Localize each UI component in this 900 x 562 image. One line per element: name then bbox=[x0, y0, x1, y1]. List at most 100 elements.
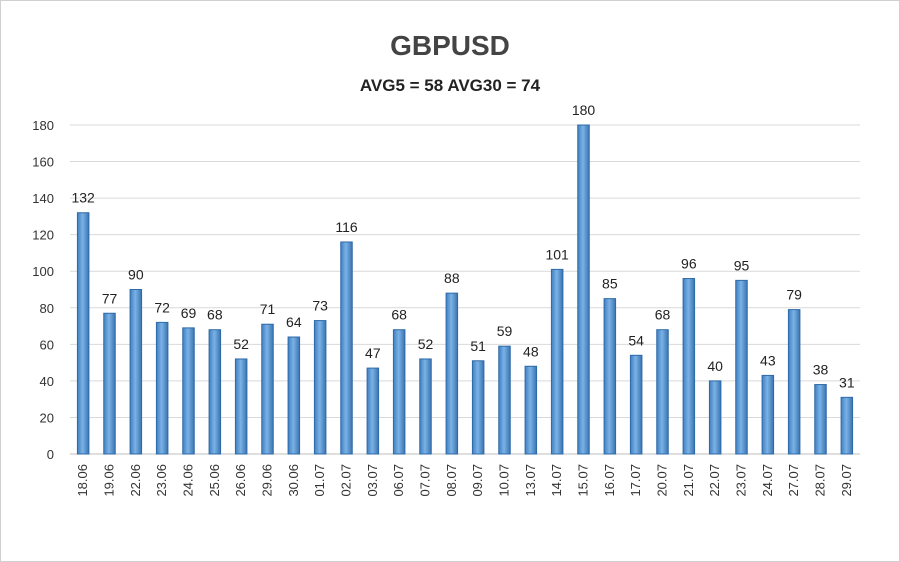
data-labels: 132 77 90 72 69 68 52 71 64 73 116 47 68 52 88 51 59 48 10… bbox=[71, 102, 854, 390]
x-tick-label: 16.07 bbox=[602, 464, 617, 497]
data-label: 54 bbox=[628, 332, 644, 348]
bar bbox=[340, 241, 353, 455]
data-label: 64 bbox=[286, 314, 302, 330]
bar bbox=[814, 384, 827, 455]
y-tick-label: 100 bbox=[32, 264, 54, 279]
bar bbox=[76, 212, 90, 455]
x-tick-label: 17.07 bbox=[628, 464, 643, 497]
grid-lines bbox=[70, 124, 860, 455]
x-axis-ticks: 18.06 19.06 22.06 23.06 24.06 25.06 26.06 29.06… bbox=[75, 464, 854, 497]
x-tick-label: 21.07 bbox=[681, 464, 696, 497]
x-tick-label: 24.07 bbox=[760, 464, 775, 497]
bar bbox=[656, 329, 669, 455]
y-tick-label: 160 bbox=[32, 155, 54, 170]
bar bbox=[208, 329, 222, 455]
x-tick-label: 26.06 bbox=[233, 464, 248, 497]
data-label: 95 bbox=[734, 257, 750, 273]
x-tick-label: 10.07 bbox=[497, 464, 512, 497]
x-tick-label: 03.07 bbox=[365, 464, 380, 497]
x-tick-label: 22.07 bbox=[707, 464, 722, 497]
bar bbox=[840, 396, 854, 455]
data-label: 31 bbox=[839, 374, 855, 390]
data-label: 48 bbox=[523, 343, 539, 359]
x-tick-label: 18.06 bbox=[75, 464, 90, 497]
bar bbox=[629, 354, 643, 455]
chart-subtitle: AVG5 = 58 AVG30 = 74 bbox=[359, 76, 541, 95]
bar bbox=[682, 278, 696, 455]
x-tick-label: 23.06 bbox=[154, 464, 169, 497]
bar bbox=[287, 336, 301, 455]
data-label: 68 bbox=[655, 307, 671, 323]
data-label: 52 bbox=[233, 336, 249, 352]
x-tick-label: 20.07 bbox=[655, 464, 670, 497]
data-label: 96 bbox=[681, 256, 697, 272]
data-label: 79 bbox=[786, 287, 802, 303]
bar bbox=[577, 124, 590, 455]
x-tick-label: 06.07 bbox=[391, 464, 406, 497]
bar bbox=[129, 289, 143, 455]
data-label: 51 bbox=[470, 338, 486, 354]
bar bbox=[182, 327, 195, 455]
y-axis-ticks: 0 20 40 60 80 100 120 140 160 180 bbox=[32, 118, 54, 462]
bar bbox=[471, 360, 485, 455]
data-label: 59 bbox=[497, 323, 513, 339]
bar bbox=[445, 292, 459, 455]
data-label: 90 bbox=[128, 267, 144, 283]
bar bbox=[708, 380, 722, 455]
chart-title: GBPUSD bbox=[390, 30, 510, 61]
x-tick-label: 07.07 bbox=[418, 464, 433, 497]
data-label: 85 bbox=[602, 276, 618, 292]
bar bbox=[313, 320, 327, 455]
x-tick-label: 24.06 bbox=[181, 464, 196, 497]
x-tick-label: 02.07 bbox=[339, 464, 354, 497]
data-label: 47 bbox=[365, 345, 381, 361]
y-tick-label: 180 bbox=[32, 118, 54, 133]
x-tick-label: 28.07 bbox=[813, 464, 828, 497]
bar bbox=[787, 309, 801, 455]
y-tick-label: 20 bbox=[40, 410, 54, 425]
x-tick-label: 25.06 bbox=[207, 464, 222, 497]
bar bbox=[261, 323, 274, 455]
bar bbox=[392, 329, 406, 455]
x-tick-label: 29.07 bbox=[839, 464, 854, 497]
bar bbox=[603, 298, 617, 455]
x-tick-label: 09.07 bbox=[470, 464, 485, 497]
x-tick-label: 14.07 bbox=[549, 464, 564, 497]
x-tick-label: 01.07 bbox=[312, 464, 327, 497]
bar bbox=[366, 367, 380, 455]
data-label: 72 bbox=[154, 299, 170, 315]
data-label: 52 bbox=[418, 336, 434, 352]
x-tick-label: 15.07 bbox=[576, 464, 591, 497]
data-label: 101 bbox=[545, 246, 569, 262]
data-label: 88 bbox=[444, 270, 460, 286]
data-label: 77 bbox=[102, 290, 118, 306]
data-label: 40 bbox=[707, 358, 723, 374]
data-label: 116 bbox=[335, 219, 358, 235]
data-label: 132 bbox=[71, 190, 95, 206]
data-label: 43 bbox=[760, 352, 776, 368]
x-tick-label: 23.07 bbox=[734, 464, 749, 497]
bar bbox=[550, 268, 564, 455]
x-tick-label: 13.07 bbox=[523, 464, 538, 497]
data-label: 180 bbox=[572, 102, 596, 118]
y-tick-label: 80 bbox=[40, 301, 54, 316]
x-tick-label: 29.06 bbox=[260, 464, 275, 497]
bar bbox=[419, 358, 432, 455]
bar bbox=[524, 365, 538, 455]
y-tick-label: 140 bbox=[32, 191, 54, 206]
bar bbox=[103, 312, 116, 455]
x-tick-label: 27.07 bbox=[786, 464, 801, 497]
bar bbox=[735, 279, 748, 455]
bar bbox=[761, 374, 775, 455]
bar bbox=[234, 358, 248, 455]
data-label: 71 bbox=[260, 301, 276, 317]
data-label: 68 bbox=[391, 307, 407, 323]
x-tick-label: 19.06 bbox=[102, 464, 117, 497]
x-tick-label: 30.06 bbox=[286, 464, 301, 497]
x-tick-label: 08.07 bbox=[444, 464, 459, 497]
y-tick-label: 0 bbox=[47, 447, 54, 462]
bars bbox=[76, 124, 854, 455]
y-tick-label: 120 bbox=[32, 228, 54, 243]
